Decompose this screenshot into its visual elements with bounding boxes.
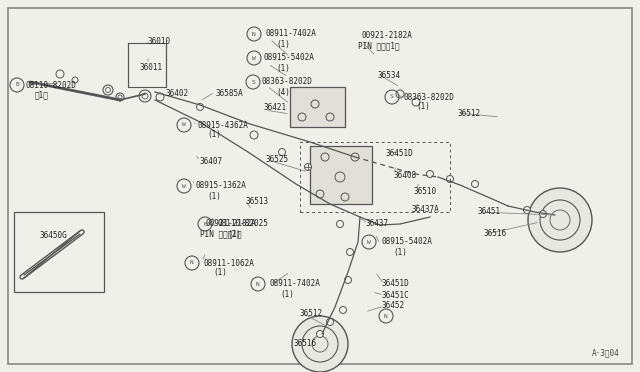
Circle shape	[278, 148, 285, 155]
Text: 08915-5402A: 08915-5402A	[263, 54, 314, 62]
Text: W: W	[252, 55, 256, 61]
Circle shape	[524, 206, 531, 214]
Circle shape	[396, 90, 404, 98]
Text: PIN ピン（1）: PIN ピン（1）	[358, 42, 399, 51]
Text: 08915-5402A: 08915-5402A	[382, 237, 433, 247]
Text: 36407: 36407	[200, 157, 223, 167]
Bar	[14, 212, 104, 292]
Bar	[310, 146, 372, 204]
Text: 36451C: 36451C	[382, 291, 410, 299]
Text: 08110-8202D: 08110-8202D	[25, 80, 76, 90]
Text: 36516: 36516	[484, 230, 507, 238]
Text: (1): (1)	[207, 192, 221, 201]
Text: 36010: 36010	[148, 38, 171, 46]
Text: N: N	[252, 32, 256, 36]
Text: 08363-8202D: 08363-8202D	[261, 77, 312, 87]
Text: 36451D: 36451D	[382, 279, 410, 289]
Text: S: S	[390, 94, 394, 99]
Text: 36516: 36516	[294, 339, 317, 347]
Text: 36452: 36452	[382, 301, 405, 311]
Circle shape	[426, 170, 433, 177]
Text: 08363-8202D: 08363-8202D	[404, 93, 455, 102]
Text: (1): (1)	[416, 103, 430, 112]
Text: 08915-4362A: 08915-4362A	[198, 121, 249, 129]
Text: 36011: 36011	[140, 62, 163, 71]
Text: 36534: 36534	[378, 71, 401, 80]
Bar	[128, 43, 166, 87]
Text: N: N	[384, 314, 388, 318]
Circle shape	[156, 93, 164, 101]
Circle shape	[447, 176, 454, 183]
Text: 36437A: 36437A	[411, 205, 439, 214]
Text: 36585A: 36585A	[215, 89, 243, 97]
Circle shape	[346, 248, 353, 256]
Circle shape	[528, 188, 592, 252]
Circle shape	[250, 131, 258, 139]
Text: (1): (1)	[280, 289, 294, 298]
Text: N: N	[190, 260, 194, 266]
Circle shape	[196, 103, 204, 110]
Text: (4): (4)	[276, 87, 290, 96]
Circle shape	[317, 330, 323, 337]
Text: 08911-1062A: 08911-1062A	[203, 259, 254, 267]
Text: 36451D: 36451D	[386, 148, 413, 157]
Circle shape	[540, 211, 547, 218]
Text: 08911-7402A: 08911-7402A	[270, 279, 321, 289]
Text: W: W	[182, 122, 186, 128]
Text: 36450G: 36450G	[40, 231, 68, 241]
Circle shape	[472, 180, 479, 187]
Text: 08911-7402A: 08911-7402A	[266, 29, 317, 38]
Text: W: W	[367, 240, 371, 244]
Text: A·3　04: A·3 04	[592, 348, 620, 357]
Text: 36510: 36510	[413, 186, 436, 196]
Circle shape	[292, 316, 348, 372]
Text: 36525: 36525	[266, 154, 289, 164]
Text: (2): (2)	[227, 230, 241, 238]
Text: (1): (1)	[276, 39, 290, 48]
Text: 36512: 36512	[458, 109, 481, 119]
Text: 36513: 36513	[245, 196, 268, 205]
Text: 36421: 36421	[263, 103, 286, 112]
Text: 08110-82025: 08110-82025	[218, 219, 269, 228]
Text: B: B	[203, 221, 207, 227]
Text: N: N	[256, 282, 260, 286]
Circle shape	[305, 164, 312, 170]
Circle shape	[412, 98, 420, 106]
Circle shape	[326, 318, 333, 326]
Text: （1）: （1）	[35, 90, 49, 99]
Text: 00921-2182A: 00921-2182A	[362, 31, 413, 39]
Text: 36402: 36402	[165, 90, 188, 99]
Text: W: W	[182, 183, 186, 189]
Text: (1): (1)	[207, 131, 221, 140]
Circle shape	[339, 307, 346, 314]
Text: 36408: 36408	[393, 170, 416, 180]
Text: S: S	[251, 80, 255, 84]
Text: (1): (1)	[213, 269, 227, 278]
Text: 36437: 36437	[366, 219, 389, 228]
Circle shape	[344, 276, 351, 283]
Text: PIN ピン（1）: PIN ピン（1）	[200, 230, 242, 238]
Circle shape	[326, 327, 333, 334]
Bar	[290, 87, 345, 127]
Text: 36512: 36512	[300, 308, 323, 317]
Text: (1): (1)	[276, 64, 290, 73]
Text: 08915-1362A: 08915-1362A	[195, 182, 246, 190]
Text: B: B	[15, 83, 19, 87]
Circle shape	[337, 221, 344, 228]
Text: 36451: 36451	[478, 208, 501, 217]
Text: (1): (1)	[393, 247, 407, 257]
Text: 00921-2182A: 00921-2182A	[205, 219, 256, 228]
